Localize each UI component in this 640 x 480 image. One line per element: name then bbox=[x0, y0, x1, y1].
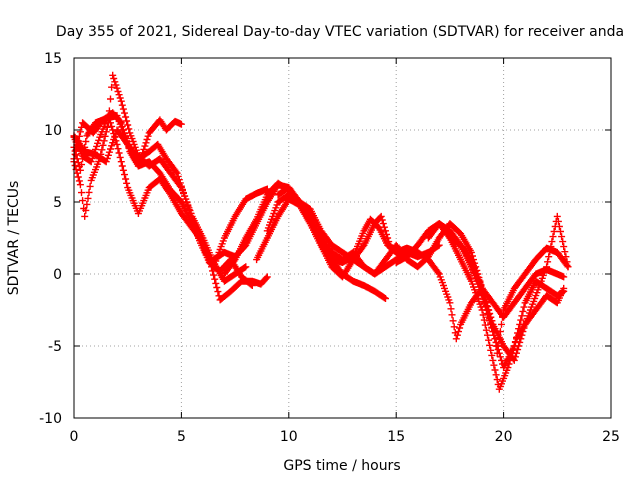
data-marks bbox=[70, 71, 572, 393]
x-axis-label: GPS time / hours bbox=[283, 458, 400, 474]
y-axis-label: SDTVAR / TECUs bbox=[6, 181, 22, 296]
series-marker-track bbox=[70, 126, 256, 289]
grid-lines bbox=[74, 58, 611, 418]
y-tick-label: 10 bbox=[44, 123, 62, 139]
y-tick-label: 15 bbox=[44, 51, 62, 67]
y-tick-label: -10 bbox=[39, 411, 62, 427]
x-tick-label: 0 bbox=[70, 429, 79, 445]
series-marker-track bbox=[467, 263, 568, 372]
x-tick-label: 5 bbox=[177, 429, 186, 445]
axis-ticks: 0 5 10 15 20 25 -10 -5 0 5 10 15 bbox=[39, 51, 620, 445]
x-tick-label: 25 bbox=[602, 429, 620, 445]
series-day-11 bbox=[392, 220, 568, 393]
y-tick-label: -5 bbox=[48, 339, 62, 355]
y-tick-label: 5 bbox=[53, 195, 62, 211]
series-day-5 bbox=[70, 126, 256, 289]
chart-title: Day 355 of 2021, Sidereal Day-to-day VTE… bbox=[56, 24, 624, 40]
plot-area-border bbox=[73, 57, 612, 419]
x-tick-label: 15 bbox=[387, 429, 405, 445]
series-marker-track bbox=[392, 220, 568, 393]
x-tick-label: 20 bbox=[495, 429, 513, 445]
x-tick-label: 10 bbox=[280, 429, 298, 445]
series-day-15 bbox=[467, 263, 568, 372]
y-tick-label: 0 bbox=[53, 267, 62, 283]
